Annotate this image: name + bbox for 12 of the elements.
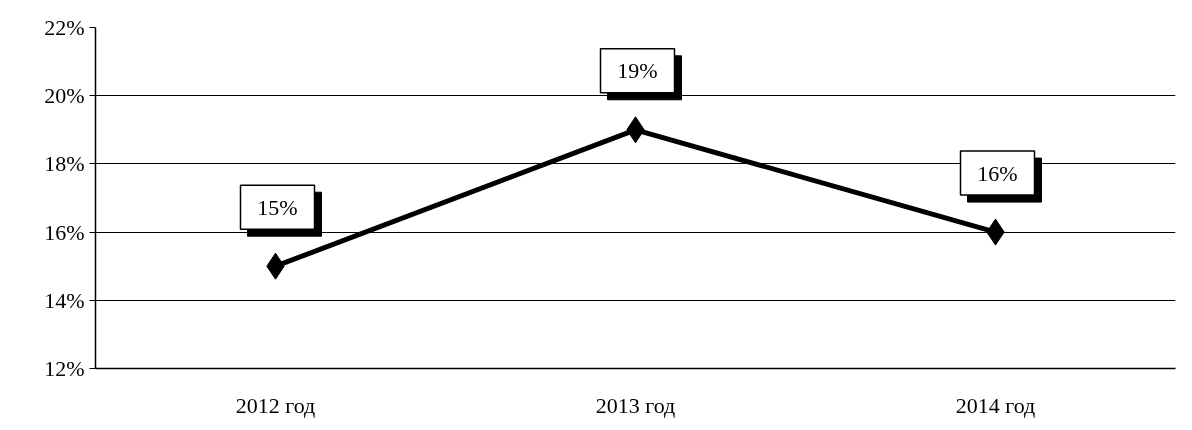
data-label: 19%	[617, 58, 658, 84]
data-label: 15%	[257, 194, 298, 220]
y-tick-label: 12%	[44, 356, 85, 381]
data-label: 16%	[977, 160, 1018, 186]
x-tick-label: 2012 год	[235, 392, 316, 418]
y-tick-label: 20%	[44, 83, 85, 109]
y-tick-label: 22%	[44, 15, 85, 40]
x-tick-label: 2013 год	[595, 392, 676, 418]
y-tick-label: 14%	[44, 287, 85, 313]
x-tick-label: 2014 год	[955, 392, 1036, 418]
y-tick-label: 16%	[44, 219, 85, 245]
y-tick-label: 18%	[44, 151, 85, 177]
